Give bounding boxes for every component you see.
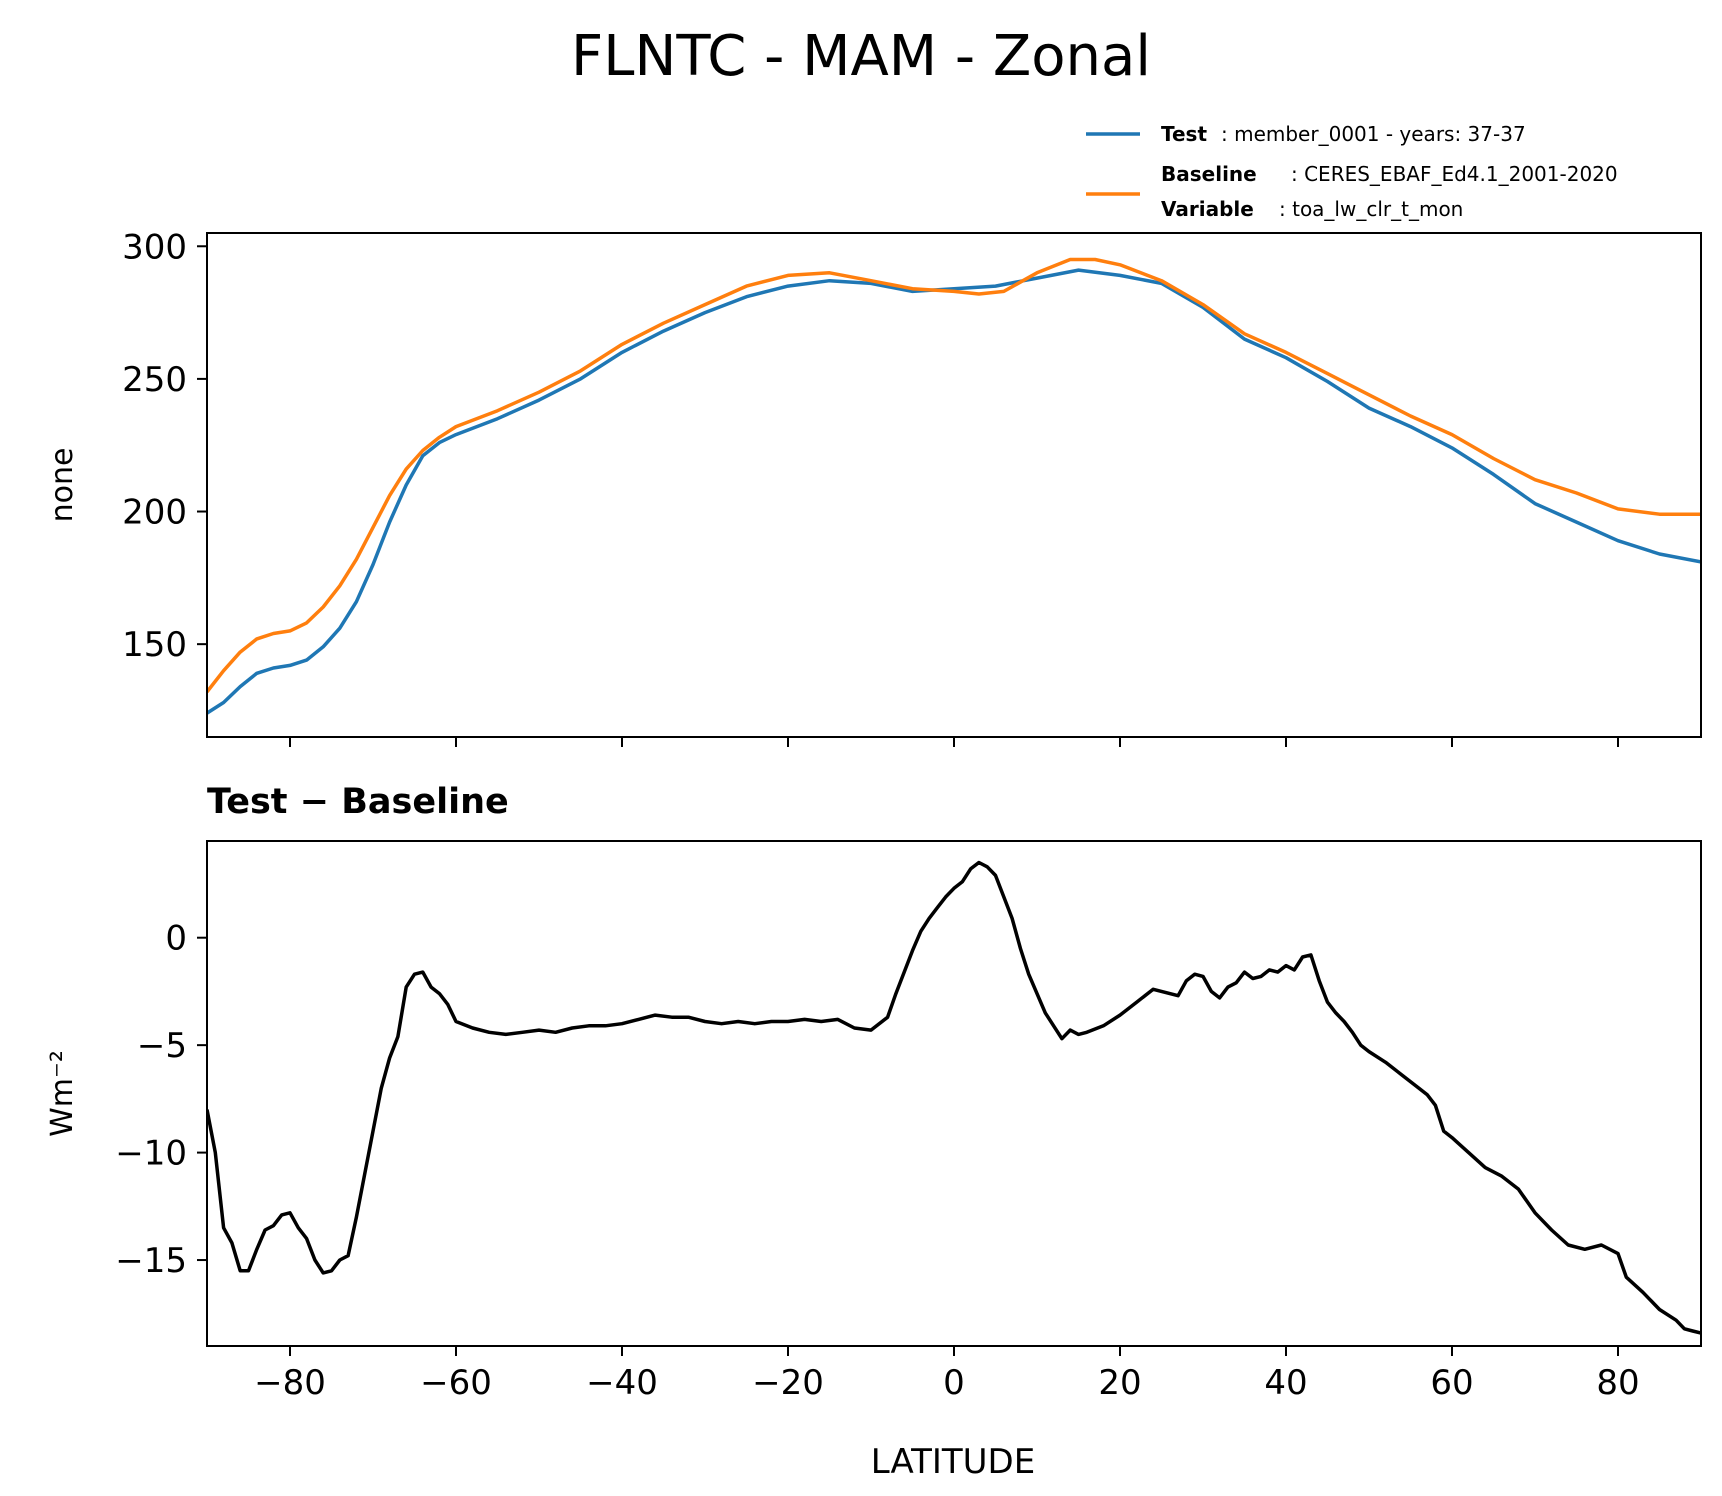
x-tick-label: −80: [254, 1363, 326, 1403]
x-tick-label: 40: [1264, 1363, 1307, 1403]
series-line-baseline: [207, 257, 1701, 693]
x-axis-label: LATITUDE: [871, 1442, 1035, 1482]
top-y-axis-label: none: [45, 448, 80, 523]
y-tick-label: 300: [122, 227, 187, 267]
series-line-test: [207, 268, 1701, 715]
x-tick-label: −60: [420, 1363, 492, 1403]
bottom-panel-title: Test − Baseline: [207, 782, 509, 822]
legend-baseline-text: : CERES_EBAF_Ed4.1_2001-2020: [1291, 162, 1618, 186]
legend: Test : member_0001 - years: 37-37 Baseli…: [1086, 122, 1618, 221]
top-panel: none 150 200 250 300: [45, 227, 1702, 747]
y-tick-label: 200: [122, 493, 187, 533]
bottom-y-axis-label: Wm⁻²: [45, 1050, 80, 1137]
x-tick-label: −40: [586, 1363, 658, 1403]
x-tick-label: −20: [752, 1363, 824, 1403]
figure-title: FLNTC - MAM - Zonal: [571, 24, 1151, 89]
legend-baseline-label: Baseline: [1161, 162, 1257, 186]
plot-frame: [206, 232, 1702, 738]
y-tick-label: 150: [122, 625, 187, 665]
y-tick-label: −5: [137, 1026, 187, 1066]
y-tick-label: −10: [115, 1134, 187, 1174]
legend-test-label: Test: [1161, 122, 1207, 146]
x-tick-label: 0: [943, 1363, 965, 1403]
legend-variable-label: Variable: [1161, 197, 1254, 221]
legend-test-text: : member_0001 - years: 37-37: [1221, 122, 1526, 146]
series-line-test-baseline: [207, 860, 1701, 1335]
x-tick-label: 60: [1430, 1363, 1473, 1403]
y-tick-label: 250: [122, 360, 187, 400]
plot-frame: [206, 840, 1702, 1347]
y-tick-label: −15: [115, 1241, 187, 1281]
x-tick-label: 80: [1596, 1363, 1639, 1403]
bottom-panel: Test − Baseline Wm⁻² LATITUDE −80 −60 −40 −…: [45, 782, 1702, 1482]
x-tick-label: 20: [1098, 1363, 1141, 1403]
y-tick-label: 0: [165, 919, 187, 959]
legend-variable-text: : toa_lw_clr_t_mon: [1279, 197, 1463, 221]
